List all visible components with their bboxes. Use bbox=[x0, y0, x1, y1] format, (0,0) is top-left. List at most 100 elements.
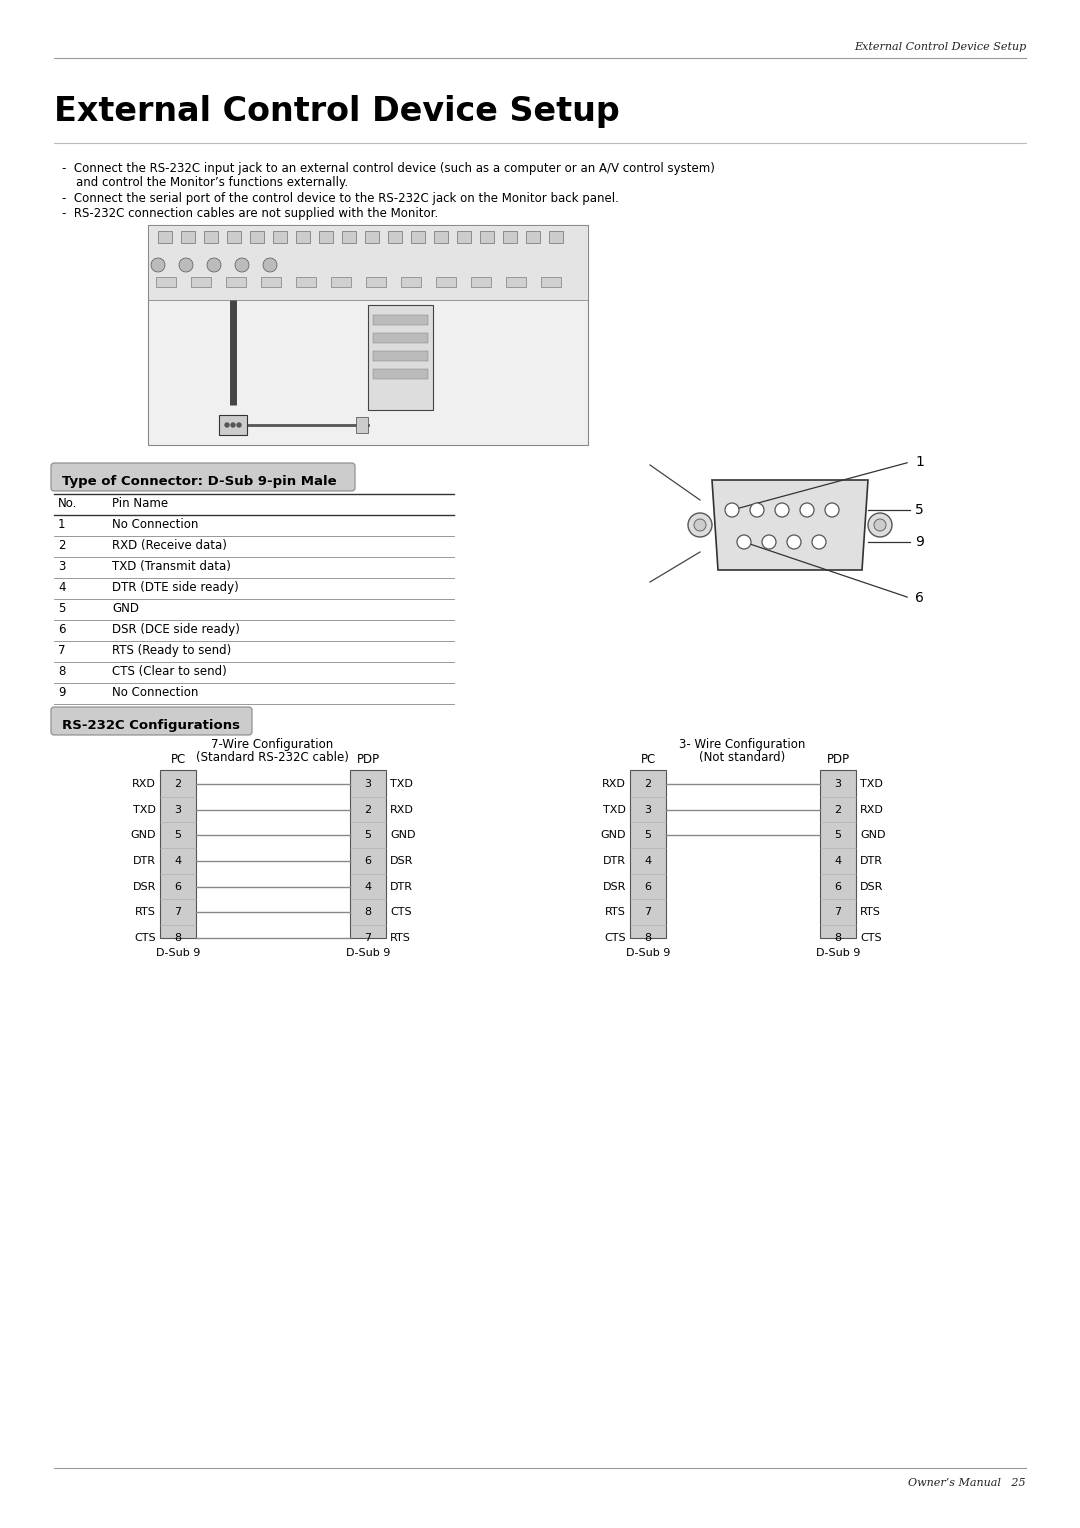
Circle shape bbox=[812, 535, 826, 549]
Bar bbox=[457, 231, 471, 243]
Text: 6: 6 bbox=[58, 623, 66, 636]
Text: DSR: DSR bbox=[603, 882, 626, 892]
Text: 4: 4 bbox=[835, 856, 841, 866]
Bar bbox=[388, 231, 402, 243]
Text: 3: 3 bbox=[58, 559, 66, 573]
Circle shape bbox=[688, 513, 712, 536]
Bar bbox=[820, 770, 856, 938]
Text: 7: 7 bbox=[364, 934, 372, 943]
Text: 2: 2 bbox=[58, 539, 66, 552]
Bar bbox=[373, 368, 428, 379]
Text: 5: 5 bbox=[58, 602, 66, 614]
Text: PDP: PDP bbox=[826, 753, 850, 766]
Circle shape bbox=[737, 535, 751, 549]
Text: -  RS-232C connection cables are not supplied with the Monitor.: - RS-232C connection cables are not supp… bbox=[62, 206, 438, 220]
Text: D-Sub 9: D-Sub 9 bbox=[625, 947, 671, 958]
Text: D-Sub 9: D-Sub 9 bbox=[346, 947, 390, 958]
Text: (Not standard): (Not standard) bbox=[699, 750, 785, 764]
Text: 6: 6 bbox=[915, 591, 923, 605]
Bar bbox=[365, 231, 379, 243]
Bar bbox=[261, 277, 281, 287]
Text: RTS: RTS bbox=[390, 934, 410, 943]
Text: 5: 5 bbox=[175, 830, 181, 840]
Text: 6: 6 bbox=[365, 856, 372, 866]
Text: 8: 8 bbox=[364, 908, 372, 917]
Circle shape bbox=[694, 520, 706, 532]
Text: 7: 7 bbox=[835, 908, 841, 917]
Text: TXD: TXD bbox=[133, 805, 156, 814]
Bar bbox=[471, 277, 491, 287]
Text: RXD: RXD bbox=[860, 805, 883, 814]
Text: Owner’s Manual   25: Owner’s Manual 25 bbox=[908, 1478, 1026, 1488]
Bar bbox=[319, 231, 333, 243]
Text: 3: 3 bbox=[645, 805, 651, 814]
Text: RXD: RXD bbox=[132, 779, 156, 788]
Text: 7: 7 bbox=[645, 908, 651, 917]
Text: 8: 8 bbox=[835, 934, 841, 943]
Text: DSR: DSR bbox=[390, 856, 414, 866]
Text: GND: GND bbox=[600, 830, 626, 840]
Text: -  Connect the RS-232C input jack to an external control device (such as a compu: - Connect the RS-232C input jack to an e… bbox=[62, 162, 715, 176]
Text: TXD: TXD bbox=[860, 779, 882, 788]
Text: DTR (DTE side ready): DTR (DTE side ready) bbox=[112, 581, 239, 594]
Text: (Standard RS-232C cable): (Standard RS-232C cable) bbox=[195, 750, 349, 764]
Text: 8: 8 bbox=[58, 665, 66, 678]
Text: RTS (Ready to send): RTS (Ready to send) bbox=[112, 643, 231, 657]
Text: External Control Device Setup: External Control Device Setup bbox=[854, 41, 1026, 52]
Text: Pin Name: Pin Name bbox=[112, 497, 168, 510]
Text: DSR: DSR bbox=[860, 882, 883, 892]
Bar bbox=[480, 231, 494, 243]
Text: 8: 8 bbox=[645, 934, 651, 943]
Text: CTS: CTS bbox=[860, 934, 881, 943]
Text: 7: 7 bbox=[58, 643, 66, 657]
Text: 4: 4 bbox=[645, 856, 651, 866]
Text: CTS: CTS bbox=[390, 908, 411, 917]
Text: Type of Connector: D-Sub 9-pin Male: Type of Connector: D-Sub 9-pin Male bbox=[62, 475, 337, 487]
Circle shape bbox=[874, 520, 886, 532]
Bar bbox=[526, 231, 540, 243]
Bar bbox=[350, 770, 386, 938]
Circle shape bbox=[225, 423, 229, 426]
Bar bbox=[204, 231, 218, 243]
Bar bbox=[373, 351, 428, 361]
Bar bbox=[296, 277, 316, 287]
Text: 2: 2 bbox=[835, 805, 841, 814]
Circle shape bbox=[151, 258, 165, 272]
Circle shape bbox=[179, 258, 193, 272]
Bar bbox=[549, 231, 563, 243]
Text: RTS: RTS bbox=[135, 908, 156, 917]
Text: 1: 1 bbox=[58, 518, 66, 532]
Bar bbox=[434, 231, 448, 243]
Text: 5: 5 bbox=[915, 503, 923, 516]
Bar bbox=[541, 277, 561, 287]
Text: PC: PC bbox=[640, 753, 656, 766]
Text: 7: 7 bbox=[175, 908, 181, 917]
Bar bbox=[503, 231, 517, 243]
Circle shape bbox=[825, 503, 839, 516]
Bar bbox=[273, 231, 287, 243]
Circle shape bbox=[231, 423, 235, 426]
Text: DTR: DTR bbox=[133, 856, 156, 866]
Text: DTR: DTR bbox=[390, 882, 413, 892]
FancyBboxPatch shape bbox=[51, 707, 252, 735]
Text: 6: 6 bbox=[175, 882, 181, 892]
Text: TXD (Transmit data): TXD (Transmit data) bbox=[112, 559, 231, 573]
Text: 5: 5 bbox=[835, 830, 841, 840]
Circle shape bbox=[235, 258, 249, 272]
Text: 8: 8 bbox=[175, 934, 181, 943]
Text: GND: GND bbox=[112, 602, 139, 614]
Text: 2: 2 bbox=[364, 805, 372, 814]
Circle shape bbox=[800, 503, 814, 516]
Text: GND: GND bbox=[131, 830, 156, 840]
Text: 4: 4 bbox=[175, 856, 181, 866]
Text: CTS: CTS bbox=[605, 934, 626, 943]
Text: 3: 3 bbox=[175, 805, 181, 814]
Text: 3- Wire Configuration: 3- Wire Configuration bbox=[679, 738, 806, 750]
Text: -  Connect the serial port of the control device to the RS-232C jack on the Moni: - Connect the serial port of the control… bbox=[62, 193, 619, 205]
Circle shape bbox=[237, 423, 241, 426]
Bar bbox=[368, 306, 433, 410]
Text: and control the Monitor’s functions externally.: and control the Monitor’s functions exte… bbox=[76, 176, 348, 189]
Text: D-Sub 9: D-Sub 9 bbox=[156, 947, 200, 958]
Text: 3: 3 bbox=[835, 779, 841, 788]
Text: RTS: RTS bbox=[605, 908, 626, 917]
